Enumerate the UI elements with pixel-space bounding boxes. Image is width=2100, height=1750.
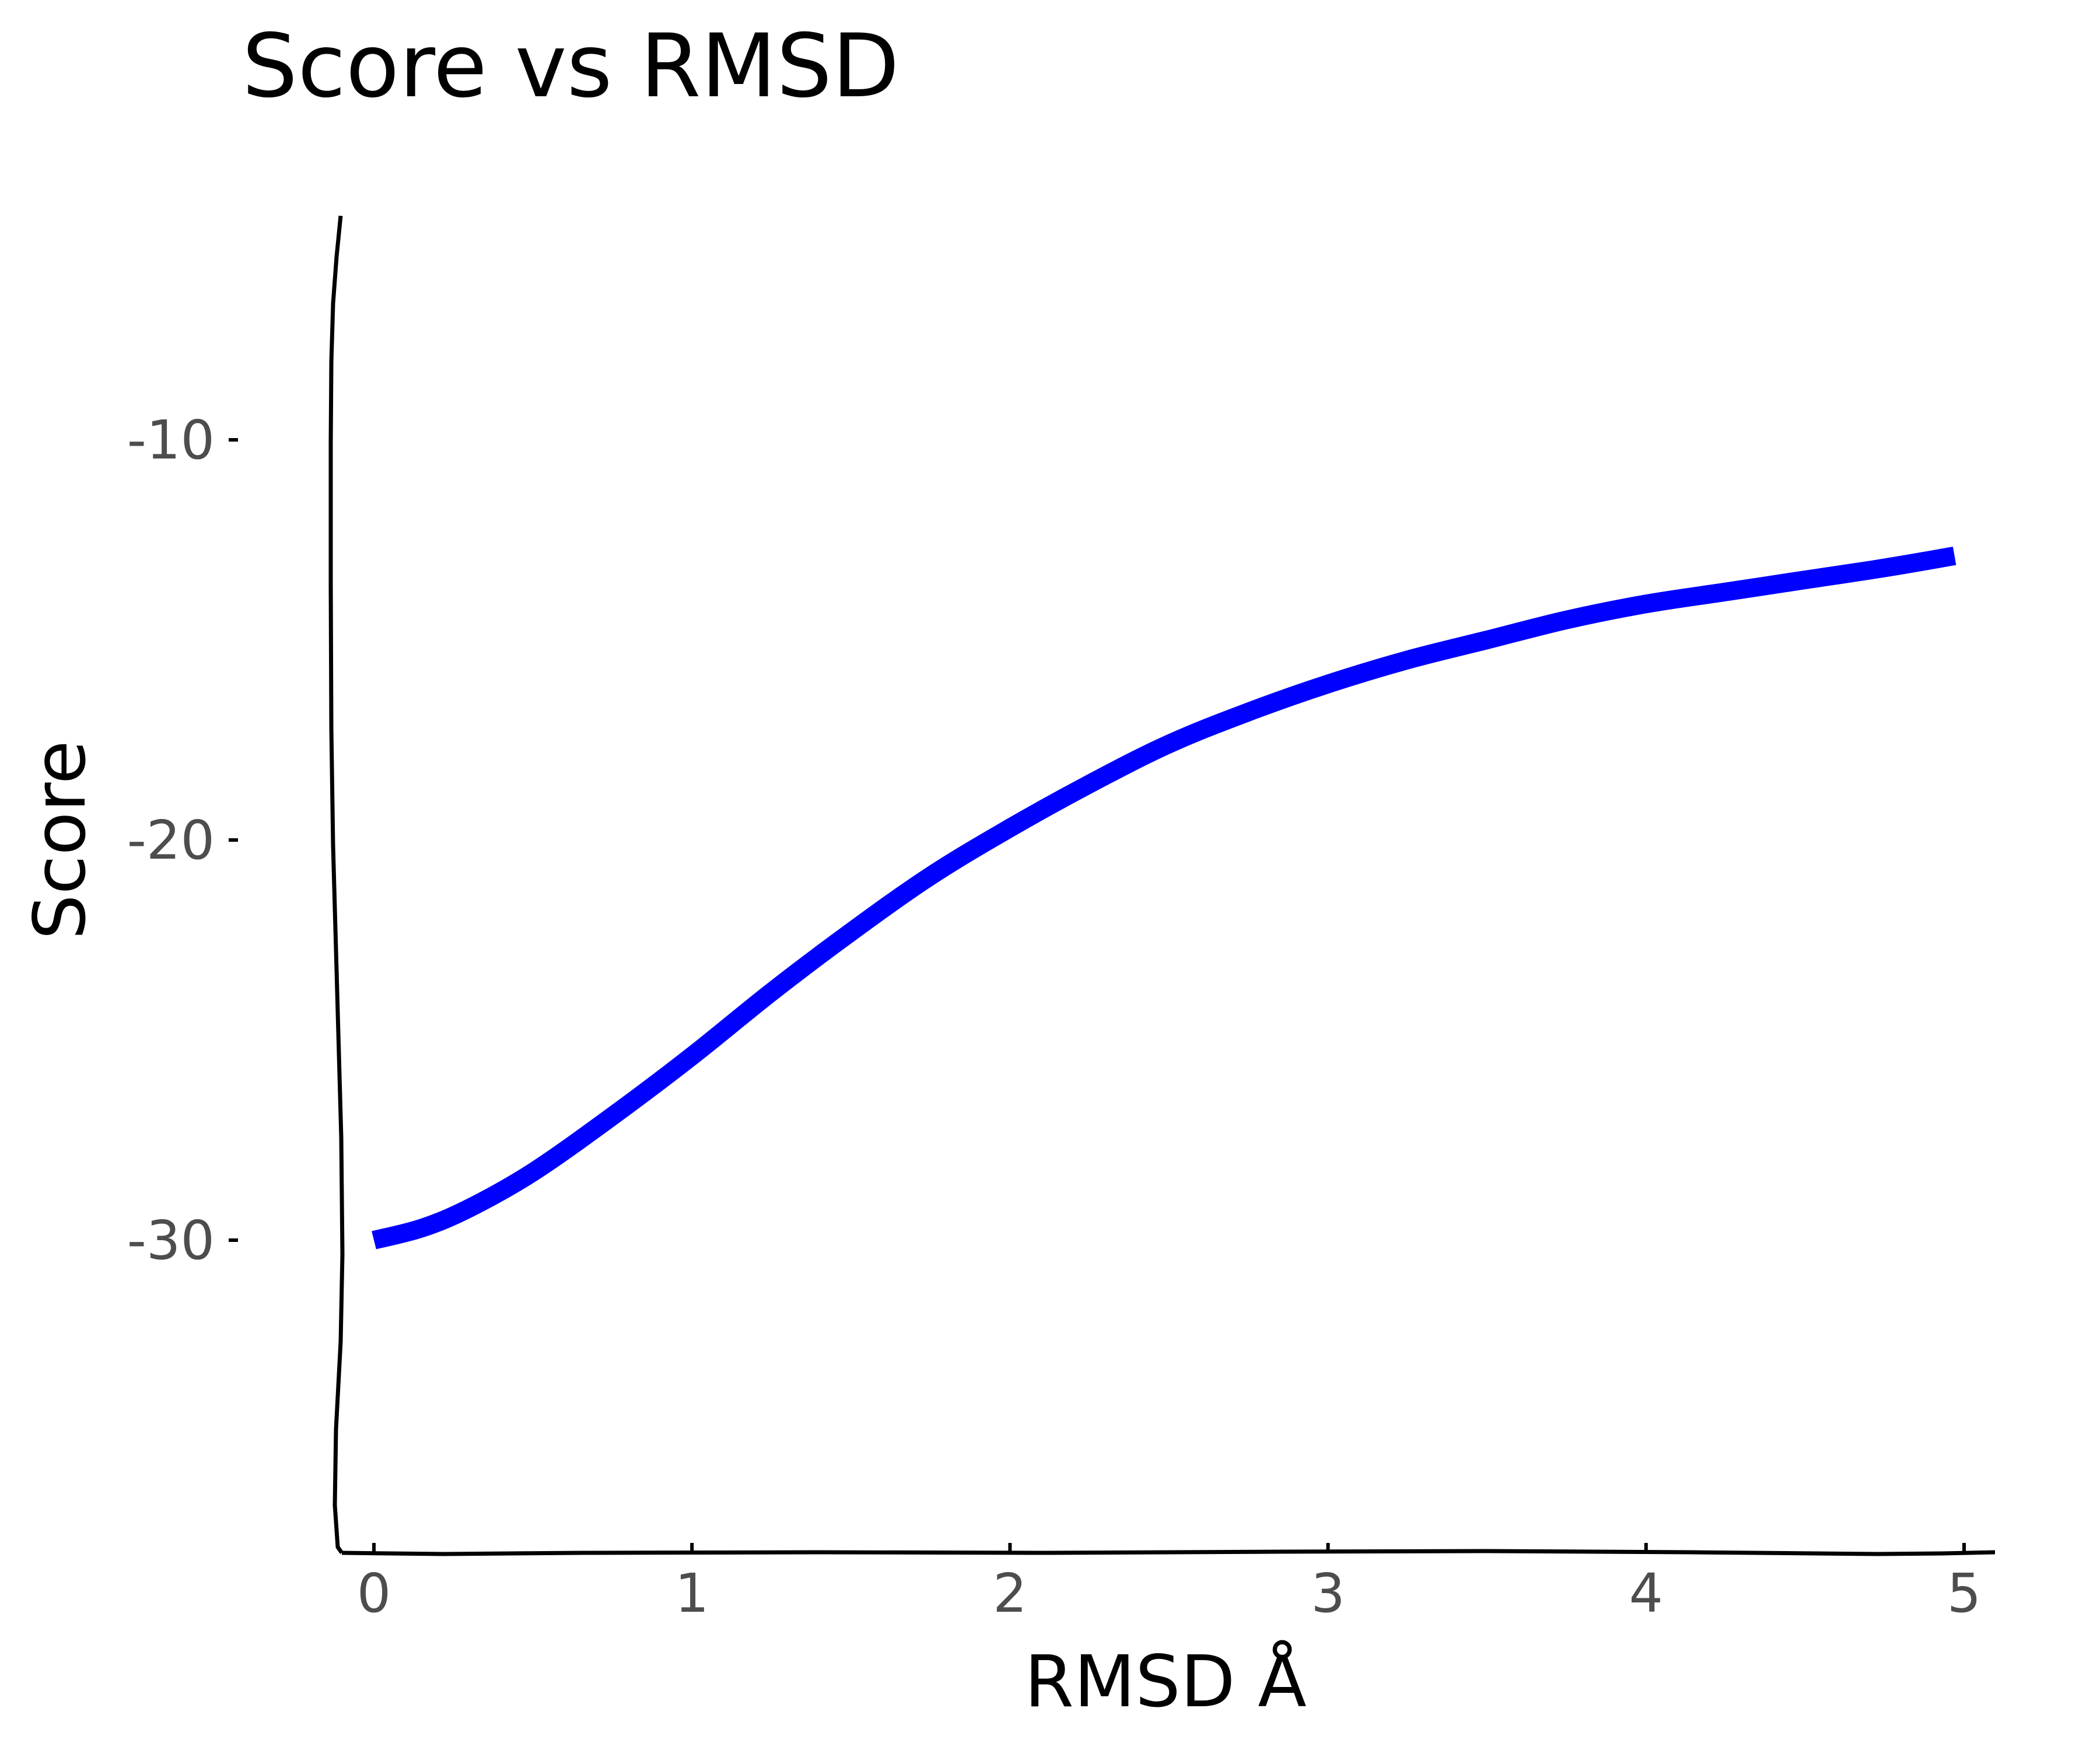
x-tick-label: 3	[1311, 1562, 1345, 1625]
x-axis-title: RMSD Å	[1024, 1640, 1307, 1723]
x-tick-label: 4	[1629, 1562, 1664, 1625]
x-axis-line	[341, 1549, 1996, 1556]
y-axis-line	[328, 215, 345, 1555]
x-tick-label: 1	[675, 1562, 709, 1625]
y-tick-label: -30	[127, 1209, 215, 1272]
y-tick-label: -20	[127, 809, 215, 872]
series-layer	[372, 547, 1957, 1250]
x-tick-label: 2	[993, 1562, 1027, 1625]
y-ticks: -30 -20 -10	[127, 409, 238, 1272]
x-tick-label: 0	[357, 1562, 391, 1625]
series-line	[372, 547, 1957, 1250]
y-tick-label: -10	[127, 409, 215, 471]
x-ticks: 0 1 2 3 4 5	[357, 1543, 1982, 1625]
chart-title: Score vs RMSD	[242, 16, 900, 117]
y-axis-title: Score	[19, 740, 102, 940]
x-tick-label: 5	[1947, 1562, 1982, 1625]
